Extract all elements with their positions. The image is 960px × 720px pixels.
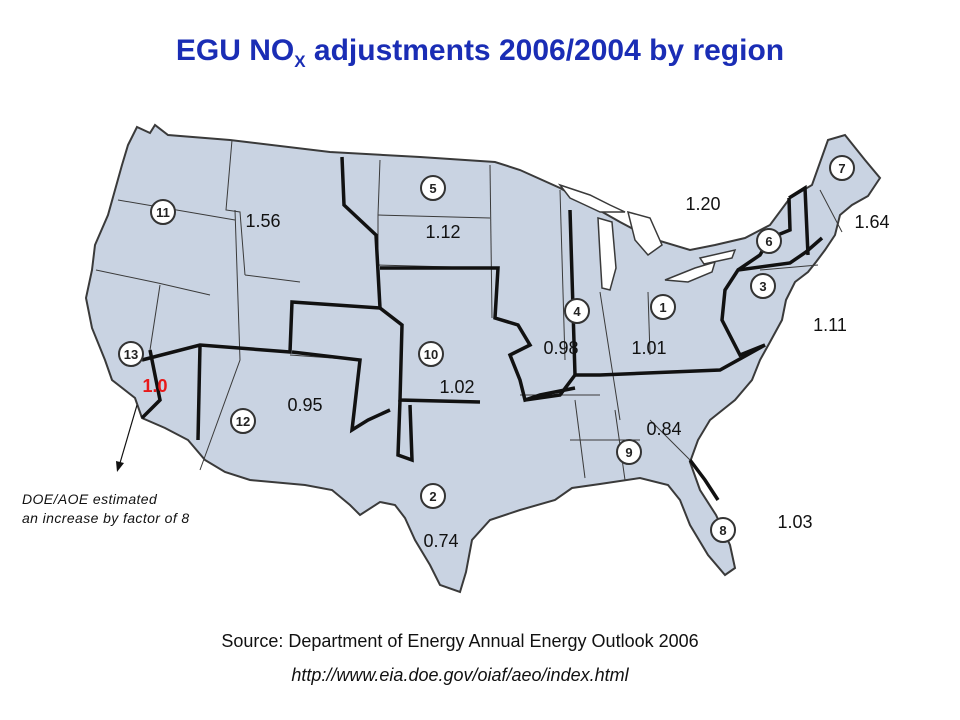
slide-title: EGU NOX adjustments 2006/2004 by region <box>0 34 960 72</box>
value-region-8: 1.03 <box>777 512 812 532</box>
value-region-2: 0.74 <box>423 531 458 551</box>
svg-text:7: 7 <box>838 161 845 176</box>
value-region-6: 1.20 <box>685 194 720 214</box>
value-region-9: 0.84 <box>646 419 681 439</box>
region-marker-3: 3 <box>750 273 776 299</box>
value-region-4: 0.98 <box>543 338 578 358</box>
region-marker-2: 2 <box>420 483 446 509</box>
great-lakes <box>557 183 737 291</box>
value-region-13: 1.0 <box>142 376 167 396</box>
region-marker-8: 8 <box>710 517 736 543</box>
source-citation: Source: Department of Energy Annual Ener… <box>221 631 699 651</box>
region-marker-5: 5 <box>420 175 446 201</box>
value-region-12: 0.95 <box>287 395 322 415</box>
value-region-1: 1.01 <box>631 338 666 358</box>
title-rest: adjustments 2006/2004 by region <box>305 34 785 67</box>
region-marker-7: 7 <box>829 155 855 181</box>
value-region-10: 1.02 <box>439 377 474 397</box>
region-marker-11: 11 <box>150 199 176 225</box>
svg-text:2: 2 <box>429 489 436 504</box>
annotation-line-2: an increase by factor of 8 <box>22 510 190 526</box>
value-region-5: 1.12 <box>425 222 460 242</box>
value-region-7: 1.64 <box>854 212 889 232</box>
region-marker-1: 1 <box>650 294 676 320</box>
title-subscript: X <box>294 52 306 71</box>
svg-text:1: 1 <box>659 300 666 315</box>
svg-text:6: 6 <box>765 234 772 249</box>
svg-text:12: 12 <box>236 414 250 429</box>
region-markers: 11 5 13 12 10 2 4 1 9 8 3 6 7 <box>118 155 855 543</box>
svg-text:4: 4 <box>573 304 581 319</box>
region-marker-6: 6 <box>756 228 782 254</box>
annotation-note: DOE/AOE estimated an increase by factor … <box>22 490 190 528</box>
adjustment-values: 1.56 1.12 1.0 0.95 1.02 0.74 0.98 1.01 0… <box>142 194 889 551</box>
region-marker-12: 12 <box>230 408 256 434</box>
svg-text:9: 9 <box>625 445 632 460</box>
source-url: http://www.eia.doe.gov/oiaf/aeo/index.ht… <box>291 665 629 685</box>
region-marker-13: 13 <box>118 341 144 367</box>
title-main: EGU NO <box>175 34 295 67</box>
region-marker-10: 10 <box>418 341 444 367</box>
us-outline <box>84 123 882 594</box>
region-marker-4: 4 <box>564 298 590 324</box>
svg-text:5: 5 <box>429 181 436 196</box>
svg-text:8: 8 <box>719 523 726 538</box>
value-region-11: 1.56 <box>245 211 280 231</box>
annotation-arrow <box>116 404 138 472</box>
svg-text:11: 11 <box>156 205 170 220</box>
svg-text:13: 13 <box>124 347 138 362</box>
region-marker-9: 9 <box>616 439 642 465</box>
svg-text:3: 3 <box>759 279 766 294</box>
svg-text:10: 10 <box>424 347 438 362</box>
value-region-3: 1.11 <box>813 315 847 335</box>
annotation-line-1: DOE/AOE estimated <box>22 491 158 507</box>
